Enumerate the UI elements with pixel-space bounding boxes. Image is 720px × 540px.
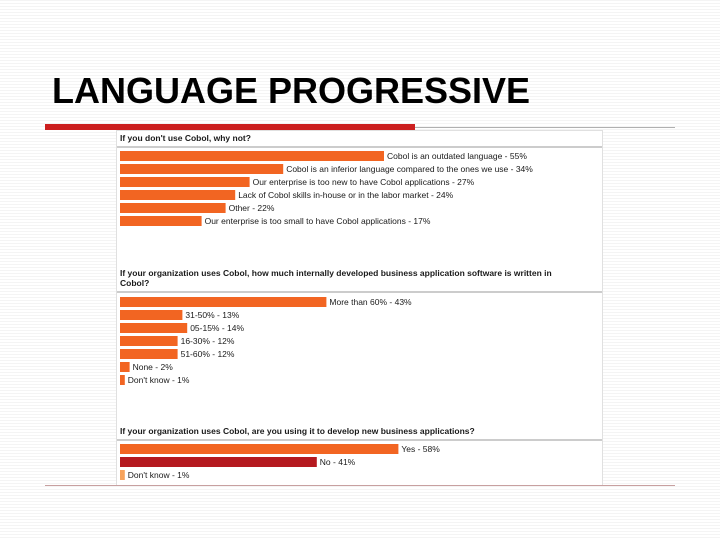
chart-2-bar-2 (120, 310, 183, 320)
chart-1-title-line-1: If you don't use Cobol, why not? (120, 133, 251, 143)
chart-3-title-line-1: If your organization uses Cobol, are you… (120, 426, 475, 436)
chart-3-bar-label-3: Don't know - 1% (128, 470, 190, 480)
chart-3-bar-1 (120, 444, 399, 454)
chart-2-bar-label-1: More than 60% - 43% (329, 297, 412, 307)
chart-3-bar-label-2: No - 41% (320, 457, 356, 467)
chart-2-bar-label-3: 05-15% - 14% (190, 323, 244, 333)
chart-1-bar-1 (120, 151, 384, 161)
chart-1-bar-6 (120, 216, 202, 226)
chart-2-bar-5 (120, 349, 178, 359)
chart-1-bar-5 (120, 203, 226, 213)
footer-rule (45, 485, 675, 486)
chart-2-title-line-2: Cobol? (120, 278, 149, 288)
chart-3-bar-3 (120, 470, 125, 480)
chart-2-bar-label-6: None - 2% (133, 362, 174, 372)
title-underline-red (45, 124, 415, 130)
chart-2-title-line-1: If your organization uses Cobol, how muc… (120, 268, 552, 278)
survey-chart-panel: If you don't use Cobol, why not? Cobol is… (116, 130, 603, 486)
chart-3-bar-label-1: Yes - 58% (401, 444, 440, 454)
chart-1-bar-label-2: Cobol is an inferior language compared t… (286, 164, 533, 174)
chart-1-bar-label-3: Our enterprise is too new to have Cobol … (253, 177, 475, 187)
chart-2-bar-label-2: 31-50% - 13% (185, 310, 239, 320)
chart-1-bar-label-4: Lack of Cobol skills in-house or in the … (238, 190, 453, 200)
chart-2-bar-label-4: 16-30% - 12% (181, 336, 235, 346)
chart-1-bar-2 (120, 164, 284, 174)
chart-1-bar-label-5: Other - 22% (229, 203, 275, 213)
chart-2-bar-4 (120, 336, 178, 346)
slide-title: LANGUAGE PROGRESSIVE (52, 70, 531, 111)
chart-1-bar-label-6: Our enterprise is too small to have Cobo… (205, 216, 431, 226)
chart-2-bar-label-7: Don't know - 1% (128, 375, 190, 385)
chart-1-bar-4 (120, 190, 236, 200)
chart-2-bar-6 (120, 362, 130, 372)
chart-1-bar-label-1: Cobol is an outdated language - 55% (387, 151, 527, 161)
survey-bar-charts: If you don't use Cobol, why not? Cobol is… (117, 133, 602, 480)
chart-3-bar-2 (120, 457, 317, 467)
chart-2-bar-7 (120, 375, 125, 385)
chart-2-bar-3 (120, 323, 188, 333)
chart-1-bar-3 (120, 177, 250, 187)
chart-2-bar-1 (120, 297, 327, 307)
chart-2-bar-label-5: 51-60% - 12% (181, 349, 235, 359)
title-underline-gray (415, 127, 675, 128)
